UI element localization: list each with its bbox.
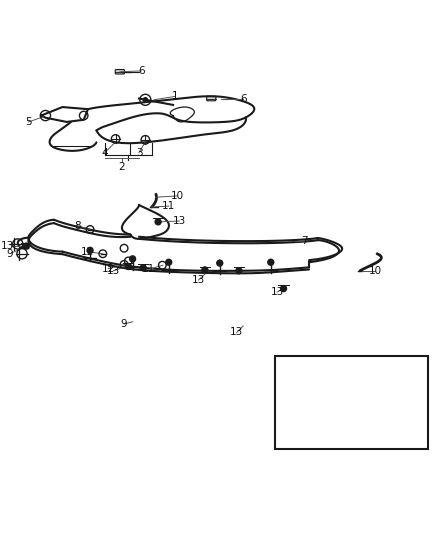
- Circle shape: [166, 259, 172, 265]
- Text: 10: 10: [171, 191, 184, 201]
- Text: 7: 7: [301, 236, 308, 246]
- Text: 12: 12: [102, 264, 115, 273]
- Text: 12: 12: [81, 247, 94, 256]
- FancyBboxPatch shape: [275, 356, 428, 449]
- Text: 4: 4: [102, 148, 108, 158]
- Text: 13: 13: [230, 327, 244, 337]
- Text: 9: 9: [6, 249, 13, 259]
- Text: 13: 13: [0, 241, 14, 251]
- Circle shape: [202, 267, 208, 273]
- Text: 11: 11: [162, 201, 175, 211]
- Text: 1: 1: [172, 92, 178, 101]
- Circle shape: [130, 256, 136, 262]
- Text: 13: 13: [107, 266, 120, 276]
- Text: 14: 14: [334, 389, 348, 399]
- Circle shape: [268, 259, 274, 265]
- Text: (DRUM): (DRUM): [286, 430, 332, 443]
- Text: 6: 6: [138, 66, 145, 76]
- Text: 10: 10: [368, 266, 381, 276]
- Text: 9: 9: [121, 319, 127, 329]
- Circle shape: [217, 260, 223, 266]
- Circle shape: [281, 286, 286, 292]
- Text: 5: 5: [25, 117, 32, 127]
- Text: 2: 2: [119, 161, 125, 172]
- Circle shape: [125, 263, 131, 270]
- Text: 13: 13: [271, 287, 284, 297]
- Text: 13: 13: [173, 216, 186, 226]
- Text: 6: 6: [240, 94, 247, 103]
- Circle shape: [143, 98, 148, 102]
- FancyBboxPatch shape: [207, 96, 216, 101]
- Circle shape: [140, 265, 146, 271]
- Circle shape: [155, 219, 161, 225]
- Text: 3: 3: [136, 148, 142, 158]
- Text: 11: 11: [142, 264, 155, 274]
- Circle shape: [337, 406, 345, 414]
- Circle shape: [87, 247, 93, 253]
- Text: 13: 13: [192, 275, 205, 285]
- FancyBboxPatch shape: [115, 69, 124, 74]
- Circle shape: [23, 243, 29, 249]
- Circle shape: [236, 268, 242, 274]
- Text: 8: 8: [74, 221, 81, 231]
